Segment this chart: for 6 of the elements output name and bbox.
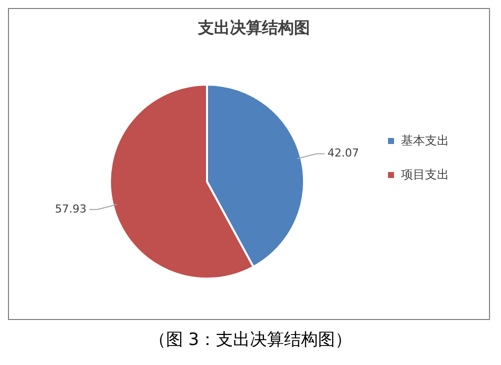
chart-title: 支出决算结构图 xyxy=(197,18,310,37)
data-label: 42.07 xyxy=(328,146,360,160)
text: （图 3：支出决算结构图） xyxy=(148,329,354,351)
legend-label: 项目支出 xyxy=(401,167,449,182)
legend-label: 基本支出 xyxy=(401,133,449,148)
data-label: 57.93 xyxy=(54,202,86,216)
